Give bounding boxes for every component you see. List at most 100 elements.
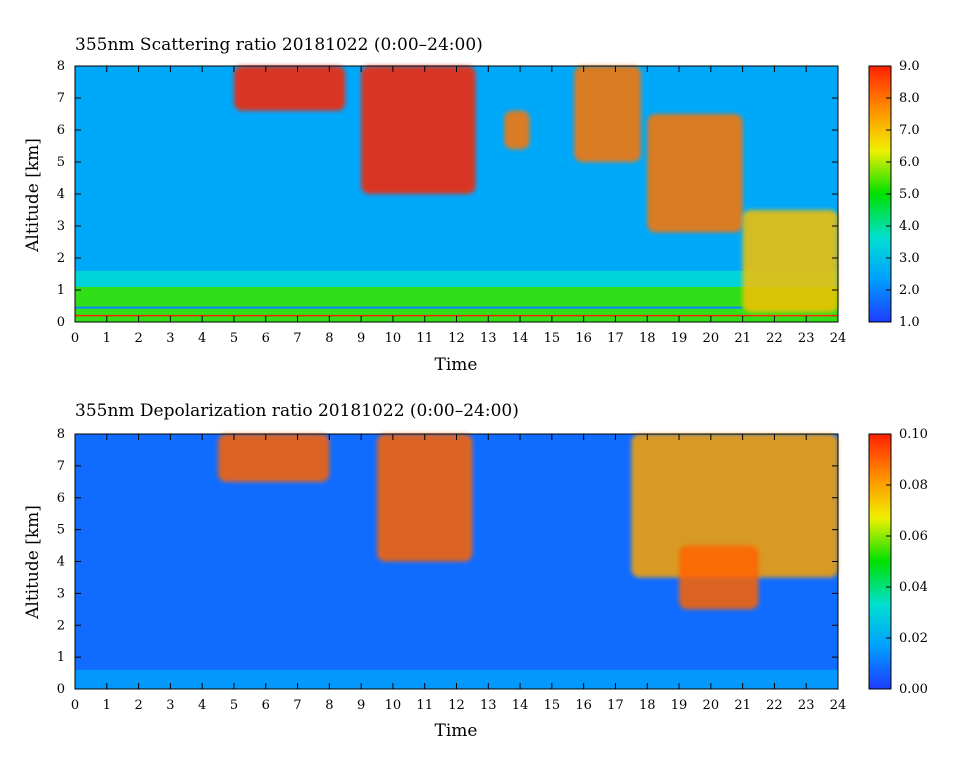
x-tick-label: 1: [103, 331, 111, 346]
colorbar-tick-label: 0.00: [899, 682, 928, 697]
y-tick-label: 1: [57, 283, 65, 298]
colorbar-tick-label: 7.0: [899, 123, 920, 138]
y-tick-label: 8: [57, 427, 65, 442]
y-tick-label: 0: [57, 682, 65, 697]
cloud-feature: [361, 66, 476, 194]
x-tick-label: 11: [416, 331, 433, 346]
x-tick-label: 24: [830, 331, 847, 346]
x-tick-label: 1: [103, 698, 111, 713]
x-tick-label: 18: [639, 698, 656, 713]
x-tick-label: 16: [575, 698, 592, 713]
y-axis-label: Altitude [km]: [23, 138, 43, 253]
x-tick-label: 13: [480, 331, 497, 346]
x-tick-label: 12: [448, 331, 465, 346]
x-tick-label: 14: [512, 698, 529, 713]
x-tick-label: 9: [357, 331, 365, 346]
colorbar-tick-label: 1.0: [899, 315, 920, 330]
y-tick-label: 2: [57, 618, 65, 633]
x-tick-label: 8: [325, 331, 333, 346]
y-tick-label: 3: [57, 586, 65, 601]
colorbar: 0.00 0.02 0.04 0.06 0.08 0.10: [868, 427, 928, 697]
x-tick-label: 2: [134, 698, 142, 713]
y-tick-label: 0: [57, 315, 65, 330]
y-tick-label: 7: [57, 91, 65, 106]
x-tick-label: 8: [325, 698, 333, 713]
x-tick-label: 6: [262, 698, 270, 713]
x-tick-label: 21: [734, 331, 751, 346]
x-tick-label: 12: [448, 698, 465, 713]
colorbar-tick-label: 4.0: [899, 219, 920, 234]
x-tick-label: 10: [385, 698, 402, 713]
x-tick-label: 0: [71, 331, 79, 346]
depolarization-ratio-panel: 355nm Depolarization ratio 20181022 (0:0…: [23, 401, 928, 741]
x-tick-label: 22: [766, 698, 783, 713]
x-tick-label: 20: [703, 698, 720, 713]
x-tick-label: 23: [798, 331, 815, 346]
y-tick-label: 8: [57, 59, 65, 74]
aerosol-layer-band: [75, 270, 838, 287]
cloud-feature: [574, 66, 641, 162]
x-tick-label: 18: [639, 331, 656, 346]
scattering-ratio-panel: 355nm Scattering ratio 20181022 (0:00–24…: [23, 35, 920, 375]
x-tick-label: 15: [544, 331, 561, 346]
colorbar-tick-label: 0.10: [899, 427, 928, 442]
colorbar-tick-label: 0.02: [899, 631, 928, 646]
colorbar-tick-label: 3.0: [899, 251, 920, 266]
plot-area: 0 1 2 3 4 5 6 7 8 9 10 11 12 13 14 15 16 17 18 19 20 21 22 23 24…: [57, 427, 847, 713]
x-tick-label: 11: [416, 698, 433, 713]
x-tick-label: 17: [607, 698, 624, 713]
colorbar-tick-label: 8.0: [899, 91, 920, 106]
colorbar-tick-label: 0.08: [899, 478, 928, 493]
x-tick-label: 4: [198, 331, 206, 346]
colorbar-tick-label: 6.0: [899, 155, 920, 170]
colorbar-tick-label: 2.0: [899, 283, 920, 298]
cloud-feature: [233, 66, 346, 111]
y-tick-label: 4: [57, 555, 65, 570]
x-axis-label: Time: [435, 355, 478, 375]
x-tick-label: 4: [198, 698, 206, 713]
colorbar-gradient: [868, 433, 892, 690]
y-axis-label: Altitude [km]: [23, 505, 43, 620]
x-tick-label: 0: [71, 698, 79, 713]
x-tick-label: 5: [230, 331, 238, 346]
cloud-feature: [631, 434, 838, 578]
x-tick-label: 24: [830, 698, 847, 713]
plot-area: 0 1 2 3 4 5 6 7 8 9 10 11 12 13 14 15 16 17 18 19 20 21 22 23 24…: [57, 59, 847, 346]
x-axis-label: Time: [435, 721, 478, 741]
chart-title: 355nm Scattering ratio 20181022 (0:00–24…: [75, 35, 483, 55]
cloud-feature: [647, 114, 743, 233]
y-tick-label: 7: [57, 459, 65, 474]
colorbar-tick-label: 5.0: [899, 187, 920, 202]
x-tick-label: 17: [607, 331, 624, 346]
y-tick-label: 6: [57, 123, 65, 138]
x-tick-label: 23: [798, 698, 815, 713]
x-tick-label: 7: [293, 331, 301, 346]
x-tick-label: 21: [734, 698, 751, 713]
cloud-feature: [742, 210, 838, 313]
cloud-feature: [504, 110, 530, 150]
colorbar-tick-label: 0.06: [899, 529, 928, 544]
x-tick-label: 2: [134, 331, 142, 346]
x-tick-label: 9: [357, 698, 365, 713]
y-tick-label: 2: [57, 251, 65, 266]
x-tick-label: 20: [703, 331, 720, 346]
y-tick-label: 6: [57, 491, 65, 506]
y-tick-label: 5: [57, 155, 65, 170]
y-tick-label: 5: [57, 523, 65, 538]
x-tick-label: 15: [544, 698, 561, 713]
x-tick-label: 16: [575, 331, 592, 346]
x-tick-label: 19: [671, 331, 688, 346]
x-tick-label: 5: [230, 698, 238, 713]
x-tick-label: 6: [262, 331, 270, 346]
x-tick-label: 10: [385, 331, 402, 346]
y-tick-label: 1: [57, 650, 65, 665]
colorbar-tick-label: 0.04: [899, 580, 928, 595]
x-tick-label: 7: [293, 698, 301, 713]
cloud-feature: [218, 434, 330, 482]
colorbar-tick-label: 9.0: [899, 59, 920, 74]
x-tick-label: 14: [512, 331, 529, 346]
x-tick-label: 13: [480, 698, 497, 713]
chart-title: 355nm Depolarization ratio 20181022 (0:0…: [75, 401, 519, 421]
cloud-feature: [377, 434, 473, 562]
